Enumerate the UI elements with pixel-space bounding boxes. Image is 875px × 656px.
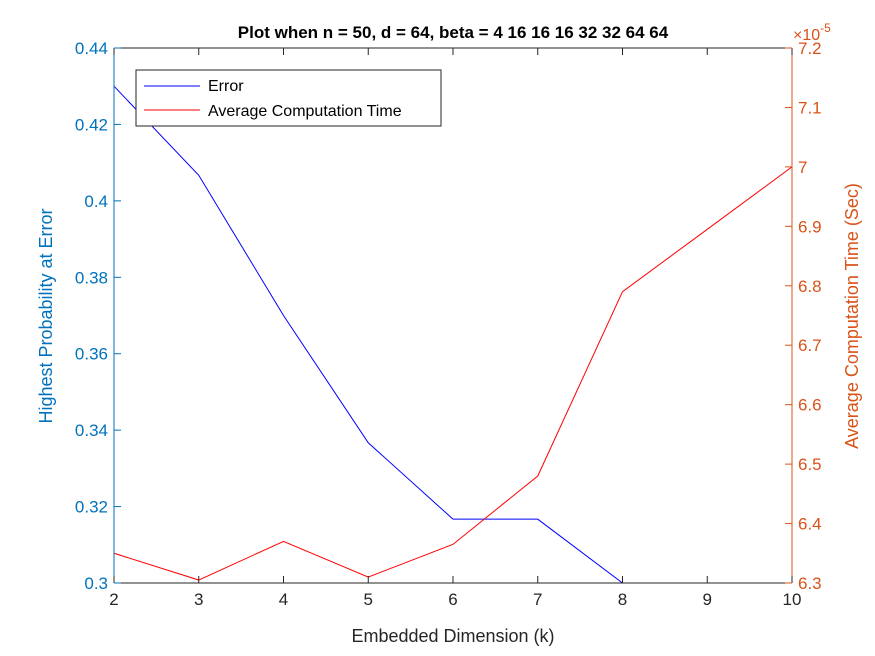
legend: Error Average Computation Time — [135, 69, 442, 127]
left-y-tick-label: 0.34 — [75, 421, 108, 440]
series-line-average-computation-time — [113, 166, 793, 581]
legend-label-error: Error — [208, 78, 244, 95]
x-axis-ticks: 2 3 4 5 6 7 8 9 10 — [109, 48, 801, 609]
x-tick-label: 4 — [279, 590, 288, 609]
right-axis-exponent: ×10-5 — [793, 21, 831, 44]
left-y-tick-label: 0.32 — [75, 498, 108, 517]
x-tick-label: 3 — [194, 590, 203, 609]
right-y-tick-label: 6.6 — [798, 396, 822, 415]
x-axis-title: Embedded Dimension (k) — [351, 626, 554, 646]
x-tick-label: 7 — [533, 590, 542, 609]
plot-area — [114, 48, 792, 583]
right-y-tick-label: 7.1 — [798, 98, 822, 117]
right-y-tick-label: 6.7 — [798, 336, 822, 355]
right-y-tick-label: 6.3 — [798, 574, 822, 593]
right-y-tick-label: 6.9 — [798, 217, 822, 236]
right-y-tick-label: 6.5 — [798, 455, 822, 474]
right-y-axis-ticks: 6.3 6.4 6.5 6.6 6.7 6.8 6.9 7 7.1 7.2 — [785, 39, 822, 593]
left-y-tick-label: 0.42 — [75, 115, 108, 134]
x-tick-label: 10 — [783, 590, 802, 609]
x-tick-label: 6 — [448, 590, 457, 609]
x-tick-label: 2 — [109, 590, 118, 609]
right-y-tick-label: 7 — [798, 158, 807, 177]
exponent-power: -5 — [820, 21, 831, 35]
left-y-axis-ticks: 0.3 0.32 0.34 0.36 0.38 0.4 0.42 0.44 — [75, 39, 121, 593]
legend-box — [135, 69, 442, 127]
right-y-tick-label: 6.8 — [798, 277, 822, 296]
chart-title: Plot when n = 50, d = 64, beta = 4 16 16… — [238, 23, 669, 42]
exponent-base: ×10 — [793, 27, 820, 44]
legend-label-average-computation-time: Average Computation Time — [208, 103, 402, 120]
x-tick-label: 8 — [618, 590, 627, 609]
left-y-axis-title: Highest Probability at Error — [36, 208, 56, 423]
left-y-tick-label: 0.4 — [84, 192, 108, 211]
left-y-tick-label: 0.36 — [75, 345, 108, 364]
left-y-tick-label: 0.3 — [84, 574, 108, 593]
right-y-tick-label: 6.4 — [798, 515, 822, 534]
right-y-axis-title: Average Computation Time (Sec) — [842, 183, 862, 449]
x-tick-label: 9 — [703, 590, 712, 609]
x-tick-label: 5 — [364, 590, 373, 609]
right-y-tick-label: 7.2 — [798, 39, 822, 58]
left-y-tick-label: 0.44 — [75, 39, 108, 58]
left-y-tick-label: 0.38 — [75, 268, 108, 287]
